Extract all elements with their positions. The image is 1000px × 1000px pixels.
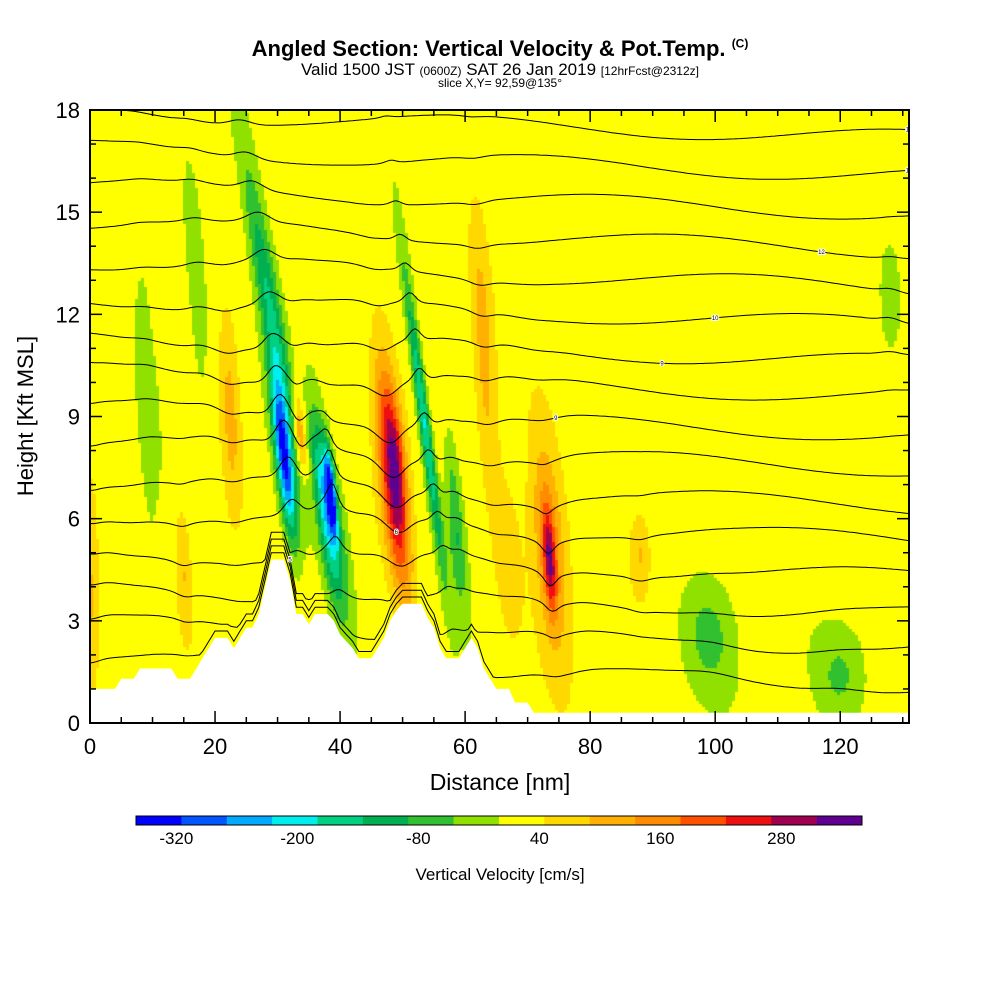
theta-contour <box>90 545 909 654</box>
theta-contour <box>90 178 909 220</box>
theta-contour <box>90 483 909 554</box>
theta-contour-label: 9 <box>554 416 558 422</box>
theta-contour <box>90 248 909 295</box>
y-tick-label: 6 <box>68 507 80 532</box>
colorbar-swatch <box>453 816 500 825</box>
colorbar-tick-label: -320 <box>159 829 193 848</box>
y-tick-label: 18 <box>56 98 80 123</box>
x-axis-label: Distance [nm] <box>430 769 571 795</box>
theta-contour <box>90 291 909 325</box>
theta-contour <box>90 531 909 587</box>
colorbar-label: Vertical Velocity [cm/s] <box>415 865 584 884</box>
x-tick-label: 40 <box>328 734 352 759</box>
theta-contour <box>90 362 909 401</box>
theta-contour <box>90 328 909 365</box>
colorbar-swatch <box>226 816 273 825</box>
theta-contour-label: 5 <box>288 558 292 564</box>
forecast-info: [12hrFcst@2312z] <box>600 64 699 78</box>
colorbar-swatch <box>544 816 591 825</box>
colorbar-swatch <box>589 816 636 825</box>
y-axis: 0 3 6 9 12 15 18 <box>56 98 909 736</box>
theta-contour-label: 6 <box>395 530 399 536</box>
colorbar-swatch <box>181 816 228 825</box>
theta-contour <box>90 419 909 479</box>
y-tick-label: 9 <box>68 405 80 430</box>
theta-contour-label: 16 <box>906 168 913 174</box>
y-axis-label: Height [Kft MSL] <box>13 336 38 496</box>
valid-utc: (0600Z) <box>419 64 462 78</box>
chart-title: Angled Section: Vertical Velocity & Pot.… <box>0 36 1000 62</box>
colorbar-swatch <box>499 816 545 825</box>
colorbar-swatch <box>362 816 409 825</box>
x-tick-label: 80 <box>578 734 602 759</box>
theta-contour <box>90 139 909 180</box>
y-tick-label: 12 <box>56 302 80 327</box>
colorbar-swatch <box>680 816 727 825</box>
colorbar-tick-label: -80 <box>406 829 431 848</box>
colorbar-swatch <box>408 816 454 825</box>
theta-contour <box>90 552 909 694</box>
x-tick-label: 20 <box>203 734 227 759</box>
potential-temperature-contours: 5 6 9 9 10 12 16 18 <box>90 110 913 694</box>
chart-subtitle: Valid 1500 JST (0600Z) SAT 26 Jan 2019 [… <box>0 60 1000 80</box>
terrain <box>90 559 909 723</box>
x-tick-label: 60 <box>453 734 477 759</box>
colorbar-swatch <box>272 816 318 825</box>
vertical-velocity-raster <box>90 110 909 723</box>
theta-contour-label: 9 <box>660 361 664 367</box>
copyright-mark: (C) <box>731 36 749 51</box>
y-tick-label: 0 <box>68 711 80 736</box>
colorbar-tick-label: 40 <box>530 829 549 848</box>
y-tick-label: 15 <box>56 200 80 225</box>
x-axis: 0 20 40 60 80 100 120 <box>84 110 904 759</box>
theta-contour-label: 12 <box>818 250 825 256</box>
colorbar-swatch <box>725 816 772 825</box>
theta-contour <box>90 449 909 515</box>
theta-contour <box>118 110 909 141</box>
valid-date: SAT 26 Jan 2019 <box>466 60 597 79</box>
colorbar-swatch <box>771 816 817 825</box>
theta-contour-label: 10 <box>712 316 719 322</box>
theta-contour <box>90 393 909 444</box>
y-tick-label: 3 <box>68 609 80 634</box>
colorbar-tick-label: 280 <box>767 829 795 848</box>
chart-title-text: Angled Section: Vertical Velocity & Pot.… <box>251 36 726 61</box>
theta-contour <box>90 538 909 617</box>
colorbar-frame <box>135 815 863 826</box>
slice-info: slice X,Y= 92,59@135° <box>437 76 563 90</box>
theta-contour <box>90 211 909 260</box>
terrain-profile <box>90 559 909 723</box>
x-tick-label: 0 <box>84 734 96 759</box>
x-tick-label: 100 <box>697 734 734 759</box>
vertical-velocity-field <box>90 110 909 723</box>
theta-contour-label: 18 <box>906 128 913 134</box>
x-tick-label: 120 <box>822 734 859 759</box>
colorbar: -320 -200 -80 40 160 280 <box>135 815 863 848</box>
colorbar-swatch <box>816 816 863 825</box>
valid-time: Valid 1500 JST <box>300 60 415 79</box>
colorbar-swatch <box>136 816 182 825</box>
colorbar-tick-label: 160 <box>646 829 674 848</box>
colorbar-tick-label: -200 <box>280 829 314 848</box>
colorbar-swatch <box>635 816 681 825</box>
colorbar-swatch <box>317 816 364 825</box>
